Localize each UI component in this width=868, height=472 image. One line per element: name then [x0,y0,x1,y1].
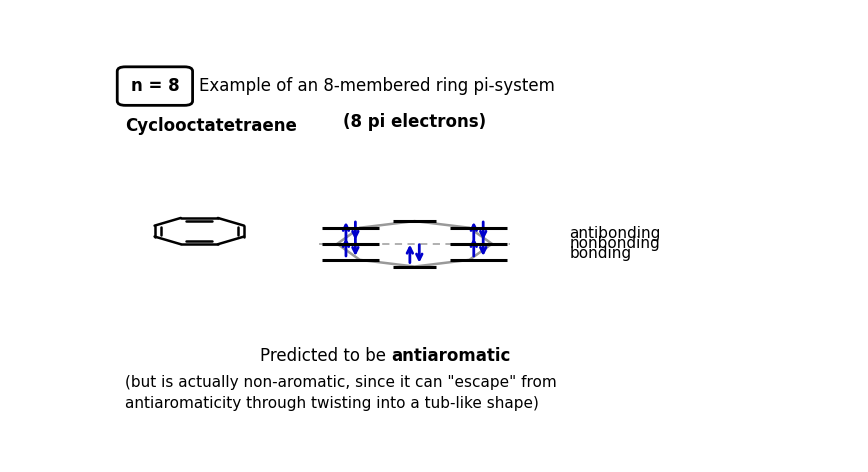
Text: nonbonding: nonbonding [569,236,660,251]
Text: n = 8: n = 8 [130,77,179,95]
Text: Predicted to be: Predicted to be [260,347,391,365]
Text: bonding: bonding [569,246,631,261]
Text: Example of an 8-membered ring pi-system: Example of an 8-membered ring pi-system [200,77,556,95]
Text: antibonding: antibonding [569,226,661,241]
FancyBboxPatch shape [117,67,193,105]
Text: antiaromatic: antiaromatic [391,347,510,365]
Text: Cyclooctatetraene: Cyclooctatetraene [125,117,297,135]
Text: (but is actually non-aromatic, since it can "escape" from
antiaromaticity throug: (but is actually non-aromatic, since it … [125,375,557,411]
Text: (8 pi electrons): (8 pi electrons) [343,113,486,131]
